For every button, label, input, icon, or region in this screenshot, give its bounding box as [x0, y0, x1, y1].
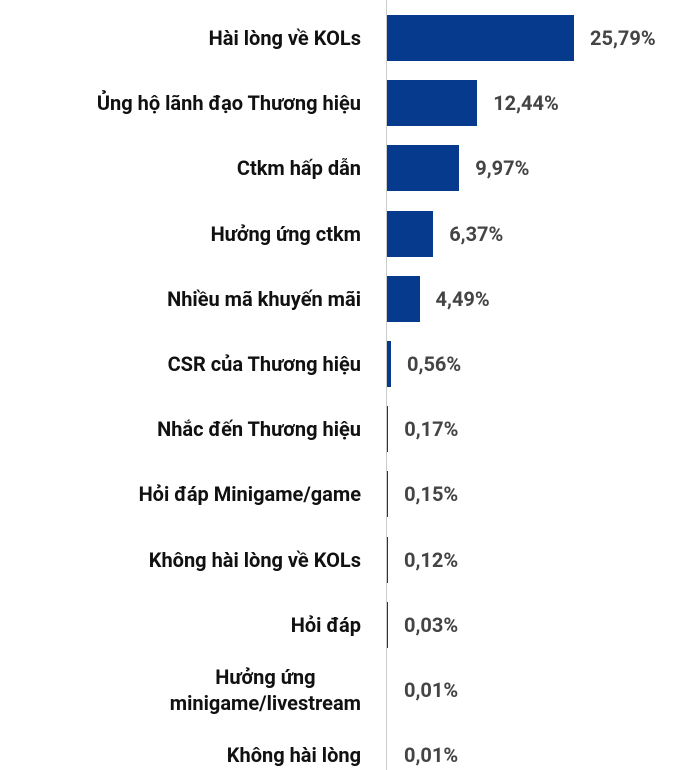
value-label: 0,01%	[404, 743, 459, 768]
value-label: 4,49%	[435, 286, 490, 311]
value-label: 25,79%	[590, 26, 656, 50]
value-label: 6,37%	[449, 221, 504, 246]
category-label: Không hài lòng về KOLs	[148, 547, 361, 572]
category-label: Hài lòng về KOLs	[208, 26, 361, 50]
bar	[387, 15, 574, 61]
axis-line	[386, 0, 387, 770]
bar	[387, 471, 389, 518]
value-label: 0,01%	[404, 678, 459, 702]
category-label: Nhắc đến Thương hiệu	[157, 417, 361, 442]
category-label: CSR của Thương hiệu	[167, 352, 361, 376]
bar	[387, 406, 389, 453]
value-label: 0,56%	[407, 352, 462, 376]
category-label: Hỏi đáp	[290, 612, 361, 637]
bar	[387, 341, 392, 387]
bar	[387, 145, 460, 192]
value-label: 12,44%	[493, 91, 559, 116]
category-label: Không hài lòng	[226, 743, 361, 768]
bar	[387, 210, 434, 257]
category-label: Hỏi đáp Minigame/game	[138, 482, 361, 507]
category-label: Hưởng ứng ctkm	[210, 221, 361, 246]
value-label: 0,12%	[404, 547, 459, 572]
category-label: Ctkm hấp dẫn	[236, 156, 361, 181]
bar	[387, 536, 388, 583]
category-label: Nhiều mã khuyến mãi	[167, 286, 361, 311]
category-label: Ủng hộ lãnh đạo Thương hiệu	[96, 91, 361, 116]
value-label: 0,15%	[404, 482, 459, 507]
bar	[387, 80, 478, 127]
value-label: 9,97%	[475, 156, 530, 181]
category-label: Hưởng ứng minigame/livestream	[169, 665, 361, 715]
value-label: 0,03%	[404, 612, 459, 637]
value-label: 0,17%	[404, 417, 459, 442]
bar	[387, 275, 420, 322]
